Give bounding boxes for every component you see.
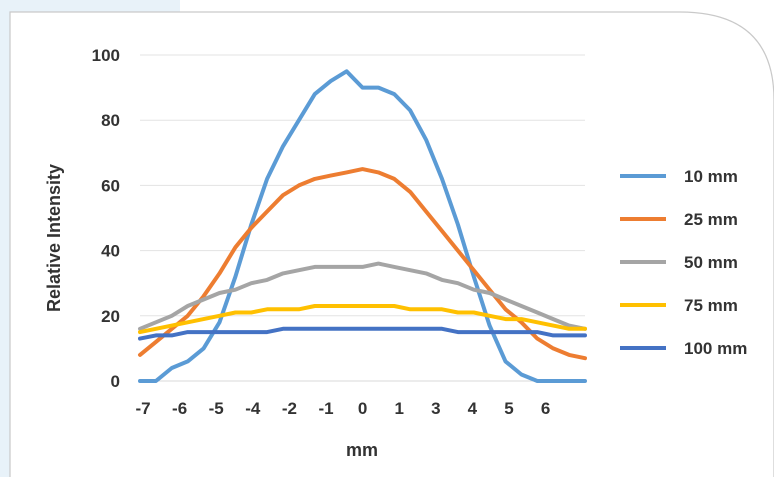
x-tick-label: -7 xyxy=(135,399,150,418)
series-line xyxy=(138,326,587,341)
x-tick-label: 1 xyxy=(394,399,403,418)
y-tick-label: 20 xyxy=(101,307,120,326)
x-tick-label: 6 xyxy=(541,399,550,418)
legend-item: 100 mm xyxy=(620,339,747,358)
y-tick-label: 80 xyxy=(101,111,120,130)
gridlines xyxy=(140,54,585,317)
legend-item: 10 mm xyxy=(620,167,738,186)
legend-label: 25 mm xyxy=(684,210,738,229)
legend-item: 25 mm xyxy=(620,210,738,229)
x-axis-title: mm xyxy=(346,440,378,460)
y-tick-label: 40 xyxy=(101,242,120,261)
x-tick-label: 0 xyxy=(358,399,367,418)
series-lines xyxy=(138,69,587,383)
legend-item: 75 mm xyxy=(620,296,738,315)
x-tick-labels: -7 -6 -5 -4 -2 -1 0 1 3 4 5 6 xyxy=(135,399,550,418)
legend-label: 75 mm xyxy=(684,296,738,315)
y-tick-label: 60 xyxy=(101,176,120,195)
x-tick-label: -2 xyxy=(282,399,297,418)
series-line xyxy=(138,261,587,331)
legend: 10 mm 25 mm 50 mm 75 mm 100 mm xyxy=(620,167,747,358)
x-tick-label: -6 xyxy=(172,399,187,418)
x-tick-label: -5 xyxy=(209,399,224,418)
legend-label: 50 mm xyxy=(684,253,738,272)
x-tick-label: 5 xyxy=(504,399,513,418)
x-tick-label: 3 xyxy=(431,399,440,418)
legend-item: 50 mm xyxy=(620,253,738,272)
y-tick-labels: 0 20 40 60 80 100 xyxy=(92,46,120,391)
background-panel-top xyxy=(0,0,180,12)
y-axis-title: Relative Intensity xyxy=(44,164,64,312)
legend-label: 10 mm xyxy=(684,167,738,186)
x-tick-label: 4 xyxy=(468,399,478,418)
legend-label: 100 mm xyxy=(684,339,747,358)
series-line xyxy=(138,69,587,383)
y-tick-label: 100 xyxy=(92,46,120,65)
series-line xyxy=(138,167,587,361)
series-line xyxy=(138,304,587,335)
y-tick-label: 0 xyxy=(111,372,120,391)
card-border xyxy=(9,11,774,477)
x-tick-label: -1 xyxy=(318,399,333,418)
x-tick-label: -4 xyxy=(245,399,261,418)
background-panel-left xyxy=(0,0,10,477)
chart-card xyxy=(10,12,774,477)
